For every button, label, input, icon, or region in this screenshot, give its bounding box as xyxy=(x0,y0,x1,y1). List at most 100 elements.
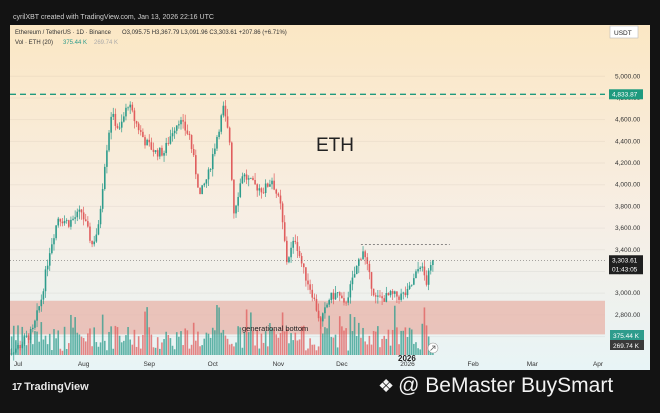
price-tick-label: 3,800.00 xyxy=(615,203,641,210)
volume-bar xyxy=(241,347,244,355)
candle-body xyxy=(159,147,161,157)
candle-body xyxy=(328,300,330,305)
volume-bar xyxy=(59,348,62,355)
volume-bar xyxy=(116,327,119,355)
volume-bar xyxy=(324,327,326,355)
volume-bar xyxy=(27,333,30,355)
candle-body xyxy=(228,127,231,143)
candle-body xyxy=(131,104,134,111)
volume-bar xyxy=(224,335,227,355)
volume-bar xyxy=(317,346,320,355)
last-price-text: 3,303.61 xyxy=(612,257,638,264)
candle-body xyxy=(48,253,51,266)
candle-body xyxy=(273,180,275,190)
candle-body xyxy=(406,288,409,296)
currency-selector[interactable] xyxy=(609,25,639,39)
candle-body xyxy=(197,174,199,188)
time-tick-label: Nov xyxy=(273,361,285,368)
chart-area[interactable]: Ethereum / TetherUS · 1D · Binance O3,09… xyxy=(10,25,650,370)
candle-body xyxy=(290,247,292,258)
volume-bar xyxy=(260,333,263,355)
volume-bar xyxy=(258,348,261,355)
volume-bar xyxy=(360,337,362,355)
candle-body xyxy=(250,177,252,179)
volume-bar xyxy=(332,337,335,355)
volume-bar xyxy=(302,325,305,355)
candle-body xyxy=(432,260,434,266)
candle-body xyxy=(220,115,223,132)
resistance-price-text: 4,833.87 xyxy=(612,91,638,98)
candle-body xyxy=(256,184,259,191)
candle-body xyxy=(370,272,373,289)
volume-bar xyxy=(381,338,383,355)
goto-realtime-icon[interactable] xyxy=(427,342,439,354)
volume-bar xyxy=(188,348,191,355)
volume-bar xyxy=(366,344,369,355)
volume-bar xyxy=(133,329,136,355)
candle-body xyxy=(224,105,227,117)
ohlc-readout: O3,095.75 H3,367.79 L3,091.96 C3,303.61 … xyxy=(122,30,287,36)
volume-bar xyxy=(91,346,93,355)
candle-body xyxy=(332,292,335,300)
candle-body xyxy=(275,189,278,194)
volume-bar xyxy=(415,342,417,355)
volume-bar xyxy=(385,338,388,355)
price-tick-label: 3,000.00 xyxy=(615,290,641,297)
volume-bar xyxy=(154,347,157,355)
candle-body xyxy=(171,133,174,137)
candle-body xyxy=(235,205,237,214)
volume-bar xyxy=(252,330,254,355)
volume-bar xyxy=(349,314,352,355)
watermark: ❖ @ BeMaster BuySmart xyxy=(378,374,613,398)
candle-body xyxy=(218,131,220,138)
candle-body xyxy=(258,188,261,191)
candle-body xyxy=(262,192,265,194)
candle-body xyxy=(294,240,297,243)
candle-body xyxy=(269,184,271,187)
volume-bar xyxy=(313,344,316,355)
candle-body xyxy=(379,295,381,297)
candle-body xyxy=(180,120,182,125)
volume-bar xyxy=(93,327,96,355)
volume-bar xyxy=(423,307,426,355)
volume-bar xyxy=(357,322,360,355)
volume-bar xyxy=(148,327,151,355)
candle-body xyxy=(63,220,66,224)
candle-body xyxy=(156,150,159,157)
candle-body xyxy=(415,271,417,279)
volume-bar xyxy=(184,328,187,355)
volume-bar xyxy=(370,344,373,355)
volume-bar xyxy=(57,330,60,355)
volume-bar xyxy=(247,332,250,355)
candle-body xyxy=(76,211,79,218)
candle-body xyxy=(402,292,405,294)
candle-body xyxy=(417,269,419,272)
candle-body xyxy=(413,278,415,285)
volume-bar xyxy=(108,331,110,355)
volume-bar xyxy=(32,344,34,355)
candle-body xyxy=(36,310,38,321)
candle-body xyxy=(211,154,214,170)
volume-bar xyxy=(167,335,170,355)
time-axis[interactable]: Jul Aug Sep Oct Nov Dec 2026 Feb Mar Apr xyxy=(14,361,604,368)
candle-body xyxy=(305,267,307,281)
volume-bar xyxy=(275,334,278,355)
candle-body xyxy=(19,344,21,348)
candle-body xyxy=(57,218,60,226)
price-tick-label: 4,400.00 xyxy=(615,138,641,145)
candlestick-chart[interactable]: Ethereum / TetherUS · 1D · Binance O3,09… xyxy=(10,25,650,370)
time-tick-label: Aug xyxy=(78,361,90,368)
candle-body xyxy=(425,275,428,285)
volume-bar xyxy=(216,305,218,355)
price-tick-label: 5,000.00 xyxy=(615,73,641,80)
volume-bar xyxy=(53,329,55,355)
candle-body xyxy=(152,149,155,152)
price-tick-label: 2,800.00 xyxy=(615,312,641,319)
candle-body xyxy=(175,125,178,131)
candle-body xyxy=(165,142,167,154)
candle-body xyxy=(319,318,322,322)
volume-indicator-label: Vol · ETH (20) xyxy=(15,40,53,46)
candle-body xyxy=(44,269,47,292)
volume-bar xyxy=(34,331,36,355)
